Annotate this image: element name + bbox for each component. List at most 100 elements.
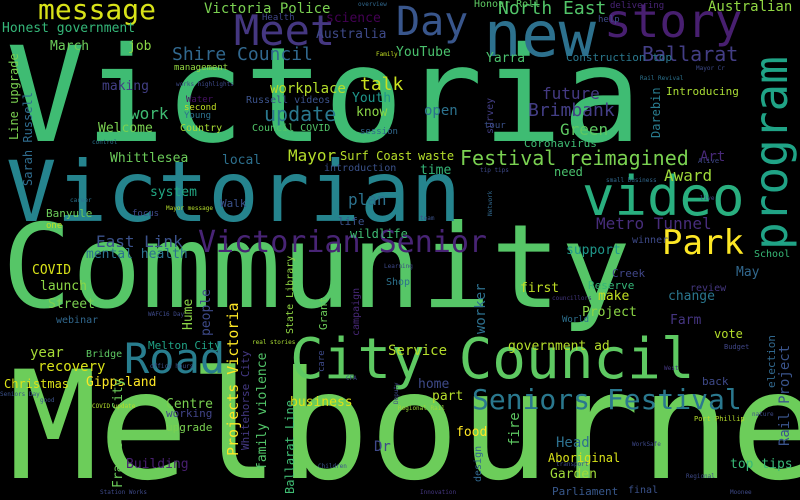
word-works-highlights: works highlights bbox=[176, 81, 234, 88]
word-mayor: Mayor bbox=[288, 146, 337, 165]
word-health: Health bbox=[262, 13, 295, 23]
word-working: working bbox=[166, 407, 213, 420]
word-talk: talk bbox=[360, 74, 404, 95]
word-project: Project bbox=[582, 305, 637, 320]
word-workplace: workplace bbox=[270, 81, 346, 97]
word-walk: Walk bbox=[220, 197, 247, 210]
word-network: Network bbox=[487, 190, 494, 216]
word-covid-update: COVID update bbox=[92, 403, 136, 410]
word-metro-tunnel: Metro Tunnel bbox=[596, 214, 712, 233]
word-rail-revival: Rail Revival bbox=[640, 75, 684, 82]
word-victoria-police: Victoria Police bbox=[204, 1, 331, 17]
word-yarra: Yarra bbox=[486, 51, 526, 66]
word-budget: Budget bbox=[724, 343, 750, 351]
word-reserve: Reserve bbox=[588, 279, 635, 292]
word-mental-health: mental health bbox=[86, 247, 188, 262]
word-wafc16-day: WAFC16 Day bbox=[148, 311, 185, 318]
word-making: making bbox=[102, 79, 149, 94]
word-melbourne: Melbourne bbox=[8, 340, 800, 500]
word-review: review bbox=[690, 283, 727, 294]
word-regional-rail: Regional Rail bbox=[398, 405, 445, 412]
word-coronavirus: Coronavirus bbox=[524, 137, 597, 150]
word-introducing: Introducing bbox=[666, 85, 739, 98]
word-waste: waste bbox=[418, 149, 455, 163]
word-election: election bbox=[765, 335, 778, 388]
word-webinar: webinar bbox=[56, 315, 99, 326]
word-festival-reimagined: Festival reimagined bbox=[460, 146, 689, 170]
word-regional: Regional bbox=[686, 473, 715, 480]
word-office-hours: office hours bbox=[150, 363, 194, 370]
word-final: final bbox=[628, 485, 659, 496]
word-centre: Centre bbox=[166, 397, 213, 412]
word-west: West bbox=[664, 365, 679, 372]
word-live: live bbox=[700, 195, 715, 202]
word-launch: launch bbox=[40, 279, 87, 294]
word-update: update bbox=[264, 102, 337, 126]
word-video: video bbox=[582, 165, 745, 228]
word-welcome: Welcome bbox=[98, 121, 153, 136]
word-shop: Shop bbox=[386, 277, 411, 288]
word-aboriginal: Aboriginal bbox=[548, 451, 621, 465]
word-recovery: recovery bbox=[38, 359, 106, 375]
word-honour-roll: Honour Roll bbox=[474, 0, 541, 10]
word-campaign: campaign bbox=[351, 287, 362, 336]
word-green: Green bbox=[560, 120, 609, 139]
word-mayor-cr: Mayor Cr bbox=[696, 65, 725, 72]
word-story: story bbox=[604, 0, 743, 48]
word-help: help bbox=[598, 15, 620, 25]
word-community: Community bbox=[2, 200, 631, 335]
word-vote: vote bbox=[714, 327, 743, 341]
word-support: support bbox=[566, 243, 621, 258]
word-world: World bbox=[562, 315, 590, 325]
word-country: Country bbox=[180, 123, 223, 134]
word-school: School bbox=[754, 249, 791, 260]
word-worksafe: WorkSafe bbox=[632, 441, 661, 448]
word-change: change bbox=[668, 289, 715, 304]
word-tip-tips: tip tips bbox=[480, 167, 509, 174]
word-time: time bbox=[420, 163, 452, 178]
word-winner: winner bbox=[632, 235, 669, 246]
word-first: first bbox=[520, 281, 560, 296]
word-rail-project: Rail Project bbox=[777, 344, 793, 446]
word-north-east: North East bbox=[498, 0, 607, 19]
word-control: control bbox=[92, 139, 118, 146]
word-food: food bbox=[456, 425, 488, 440]
word-port-phillip: Port Phillip bbox=[694, 415, 745, 423]
word-australia: Australia bbox=[316, 27, 387, 42]
word-street: Street bbox=[48, 297, 95, 312]
word-sarah-russell: Sarah Russell bbox=[21, 92, 35, 186]
word-city-council: City Council bbox=[290, 327, 695, 392]
word-award: Award bbox=[664, 166, 713, 185]
word-innovation: Innovation bbox=[420, 489, 457, 496]
word-introduction: introduction bbox=[324, 163, 397, 174]
word-transport: transport bbox=[556, 461, 589, 468]
word-small-business: small business bbox=[606, 177, 657, 184]
word-seniors-day: Seniors Day bbox=[0, 391, 40, 398]
word-system: system bbox=[150, 185, 197, 200]
word-worker: worker bbox=[473, 283, 489, 334]
word-back: back bbox=[702, 375, 729, 388]
word-state-library: State Library bbox=[285, 255, 296, 334]
word-farm: Farm bbox=[670, 313, 702, 328]
word-victorian-senior: Victorian Senior bbox=[198, 225, 487, 260]
word-home: home bbox=[418, 377, 450, 392]
word-councillors: councillors bbox=[552, 295, 592, 302]
word-victorian: Victorian bbox=[6, 143, 462, 241]
word-year: year bbox=[30, 345, 64, 361]
word-ballarat: Ballarat bbox=[642, 42, 739, 66]
word-covid: COVID bbox=[32, 263, 72, 278]
word-plan: plan bbox=[348, 190, 387, 209]
word-second: second bbox=[184, 103, 217, 113]
word-nature: nature bbox=[752, 411, 774, 418]
word-good: good bbox=[40, 397, 55, 404]
word-may: May bbox=[736, 265, 760, 280]
word-care: care bbox=[317, 350, 327, 372]
word-service: Service bbox=[388, 343, 448, 359]
word-youth: Youth bbox=[352, 91, 392, 106]
word-cfa: CFA bbox=[346, 375, 357, 382]
word-east-link: East Link bbox=[96, 232, 183, 251]
word-bridge: Bridge bbox=[86, 349, 123, 360]
word-real-stories: real stories bbox=[252, 339, 296, 346]
word-day: Day bbox=[396, 0, 469, 45]
